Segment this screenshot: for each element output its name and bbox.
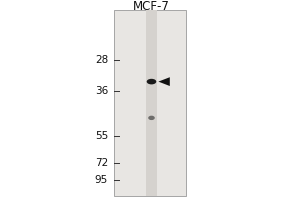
Text: MCF-7: MCF-7 (133, 0, 170, 13)
Text: 95: 95 (95, 175, 108, 185)
Ellipse shape (148, 116, 155, 120)
Bar (114, 10, 186, 196)
Ellipse shape (147, 79, 156, 84)
Text: 28: 28 (95, 55, 108, 65)
Text: 36: 36 (95, 86, 108, 96)
Text: 72: 72 (95, 158, 108, 168)
Text: 55: 55 (95, 131, 108, 141)
Polygon shape (158, 77, 170, 86)
Bar (146, 10, 157, 196)
